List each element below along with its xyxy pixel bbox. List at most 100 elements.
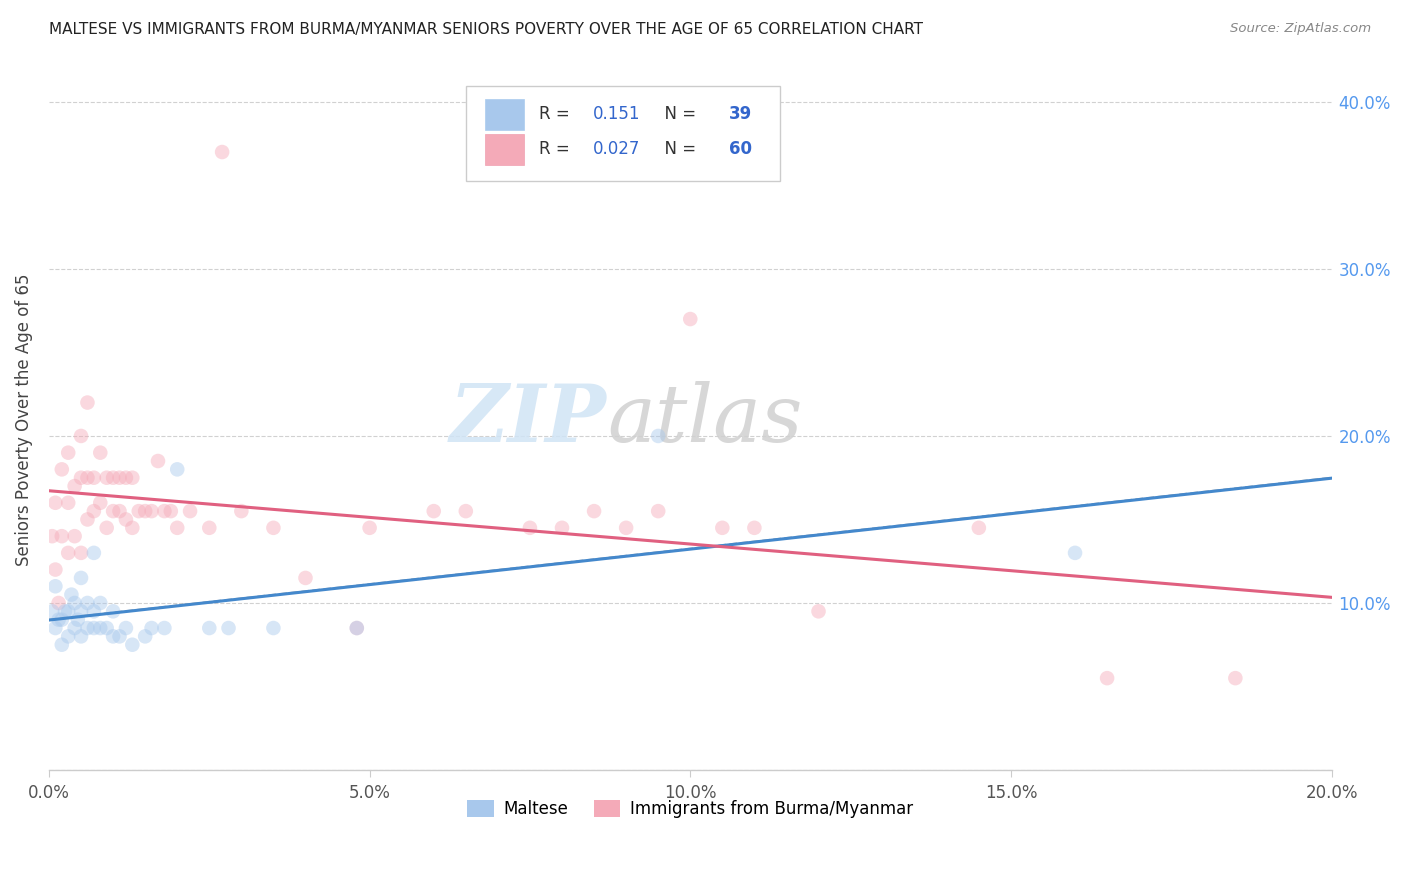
Point xyxy=(44,563,66,577)
FancyBboxPatch shape xyxy=(485,134,523,165)
Point xyxy=(159,504,181,518)
Point xyxy=(76,512,98,526)
Point xyxy=(70,604,93,618)
Text: 60: 60 xyxy=(728,140,752,158)
Point xyxy=(262,621,284,635)
Text: N =: N = xyxy=(654,140,702,158)
Point xyxy=(647,429,669,443)
Point xyxy=(70,546,93,560)
Point xyxy=(63,529,86,543)
Text: MALTESE VS IMMIGRANTS FROM BURMA/MYANMAR SENIORS POVERTY OVER THE AGE OF 65 CORR: MALTESE VS IMMIGRANTS FROM BURMA/MYANMAR… xyxy=(49,22,924,37)
Point xyxy=(41,529,63,543)
Point xyxy=(1095,671,1118,685)
Point xyxy=(179,504,201,518)
Point xyxy=(146,454,169,468)
Point xyxy=(58,445,80,459)
Point xyxy=(614,521,637,535)
Point xyxy=(346,621,368,635)
Point xyxy=(83,604,105,618)
Text: N =: N = xyxy=(654,105,702,123)
Point xyxy=(58,604,80,618)
Point xyxy=(70,571,93,585)
Point xyxy=(101,471,124,485)
Point xyxy=(141,621,163,635)
Point xyxy=(76,596,98,610)
Point xyxy=(198,621,221,635)
Text: Source: ZipAtlas.com: Source: ZipAtlas.com xyxy=(1230,22,1371,36)
Point xyxy=(141,504,163,518)
Point xyxy=(89,496,111,510)
Point xyxy=(422,504,444,518)
Point xyxy=(967,521,990,535)
Point xyxy=(583,504,606,518)
Point xyxy=(211,145,233,159)
Point xyxy=(83,621,105,635)
Text: R =: R = xyxy=(538,105,575,123)
Point xyxy=(83,471,105,485)
Point xyxy=(89,621,111,635)
Point xyxy=(70,471,93,485)
Point xyxy=(63,621,86,635)
Point xyxy=(48,613,70,627)
Point xyxy=(121,471,143,485)
Point xyxy=(128,504,150,518)
Point xyxy=(70,629,93,643)
Point xyxy=(76,621,98,635)
Point xyxy=(60,588,83,602)
Point xyxy=(231,504,253,518)
Point xyxy=(218,621,240,635)
Point xyxy=(115,621,138,635)
Point xyxy=(679,312,702,326)
Point xyxy=(551,521,574,535)
Point xyxy=(101,629,124,643)
Point xyxy=(115,512,138,526)
Legend: Maltese, Immigrants from Burma/Myanmar: Maltese, Immigrants from Burma/Myanmar xyxy=(460,793,920,825)
Point xyxy=(647,504,669,518)
Point xyxy=(51,613,73,627)
Point xyxy=(294,571,316,585)
Point xyxy=(1225,671,1247,685)
Point xyxy=(134,629,156,643)
Point xyxy=(58,629,80,643)
Point xyxy=(51,638,73,652)
Point xyxy=(53,604,76,618)
Text: 0.151: 0.151 xyxy=(593,105,640,123)
Point xyxy=(58,496,80,510)
Point xyxy=(51,529,73,543)
Text: 0.027: 0.027 xyxy=(593,140,640,158)
Point xyxy=(108,471,131,485)
Point xyxy=(134,504,156,518)
Point xyxy=(89,445,111,459)
Text: R =: R = xyxy=(538,140,575,158)
Point xyxy=(121,521,143,535)
Point xyxy=(1064,546,1087,560)
Point xyxy=(66,613,89,627)
Point xyxy=(166,521,188,535)
Point xyxy=(359,521,381,535)
Point xyxy=(198,521,221,535)
Point xyxy=(115,471,138,485)
Point xyxy=(76,471,98,485)
Text: 39: 39 xyxy=(728,105,752,123)
Point xyxy=(63,479,86,493)
Point xyxy=(51,462,73,476)
Point xyxy=(96,521,118,535)
Point xyxy=(44,579,66,593)
Point xyxy=(101,504,124,518)
Point xyxy=(519,521,541,535)
Point xyxy=(89,596,111,610)
Point xyxy=(41,604,63,618)
Point xyxy=(48,596,70,610)
Text: ZIP: ZIP xyxy=(450,381,607,458)
Point xyxy=(44,496,66,510)
Point xyxy=(711,521,734,535)
Point xyxy=(807,604,830,618)
Point xyxy=(166,462,188,476)
Point xyxy=(76,395,98,409)
Y-axis label: Seniors Poverty Over the Age of 65: Seniors Poverty Over the Age of 65 xyxy=(15,273,32,566)
Point xyxy=(83,504,105,518)
FancyBboxPatch shape xyxy=(485,99,523,129)
Text: atlas: atlas xyxy=(607,381,803,458)
FancyBboxPatch shape xyxy=(465,86,780,181)
Point xyxy=(108,629,131,643)
